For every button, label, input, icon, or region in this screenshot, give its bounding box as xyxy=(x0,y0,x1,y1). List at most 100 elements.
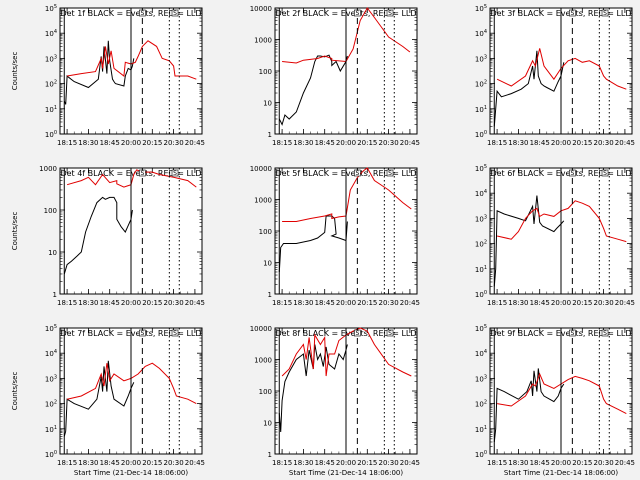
y-tick-label: 10000 xyxy=(250,325,272,333)
panel-5: Det 5f BLACK = Events, RED = LLD11010010… xyxy=(250,165,420,307)
x-tick-label: 18:15 xyxy=(272,459,292,467)
x-tick-label: 20:00 xyxy=(336,139,356,147)
y-tick-label: 10 xyxy=(48,249,57,257)
y-tick-label: 101 xyxy=(45,425,57,434)
x-tick-label: 20:15 xyxy=(357,459,377,467)
y-axis-label: Counts/sec xyxy=(11,212,19,251)
y-tick-label: 10000 xyxy=(250,165,272,173)
y-tick-label: 104 xyxy=(475,29,487,38)
y-tick-label: 105 xyxy=(45,4,57,13)
series-lld-line xyxy=(281,327,412,377)
x-tick-label: 18:30 xyxy=(78,299,98,307)
x-tick-label: 20:30 xyxy=(379,299,399,307)
x-tick-label: 18:15 xyxy=(487,139,507,147)
y-tick-label: 10 xyxy=(263,420,272,428)
saa-marker-label: S xyxy=(173,330,177,337)
x-tick-label: 20:45 xyxy=(400,459,420,467)
x-tick-label: 20:15 xyxy=(142,299,162,307)
saa-marker xyxy=(601,9,609,17)
x-tick-label: 20:15 xyxy=(572,459,592,467)
series-events-line xyxy=(278,54,348,126)
y-tick-label: 10000 xyxy=(250,5,272,13)
y-tick-label: 104 xyxy=(475,189,487,198)
saa-marker-label: S xyxy=(570,10,574,17)
x-tick-label: 20:00 xyxy=(551,299,571,307)
x-tick-label: 20:15 xyxy=(357,139,377,147)
x-tick-label: 20:00 xyxy=(121,459,141,467)
x-tick-label: 20:30 xyxy=(164,459,184,467)
x-tick-label: 20:45 xyxy=(185,139,205,147)
saa-marker-label: S xyxy=(355,170,359,177)
x-tick-label: 20:00 xyxy=(551,459,571,467)
x-tick-label: 20:30 xyxy=(164,299,184,307)
saa-marker-label: S xyxy=(355,330,359,337)
y-tick-label: 104 xyxy=(45,349,57,358)
x-tick-label: 20:15 xyxy=(142,459,162,467)
panel-4: Det 4f BLACK = Events, RED = LLDCounts/s… xyxy=(11,165,205,307)
y-tick-label: 103 xyxy=(45,374,57,383)
x-tick-label: 20:45 xyxy=(615,459,635,467)
panel-7: Det 7f BLACK = Events, RED = LLDCounts/s… xyxy=(11,324,205,477)
x-tick-label: 20:15 xyxy=(142,139,162,147)
x-tick-label: 18:45 xyxy=(530,459,550,467)
series-events-line xyxy=(63,196,133,275)
y-tick-label: 101 xyxy=(45,105,57,114)
y-tick-label: 105 xyxy=(475,324,487,333)
x-tick-label: 20:45 xyxy=(400,139,420,147)
x-tick-label: 20:45 xyxy=(615,139,635,147)
y-tick-label: 100 xyxy=(259,388,272,396)
series-lld-line xyxy=(67,40,197,80)
x-tick-label: 18:45 xyxy=(530,299,550,307)
x-tick-label: 18:30 xyxy=(78,459,98,467)
x-tick-label: 20:15 xyxy=(357,299,377,307)
saa-marker-label: S xyxy=(388,10,392,17)
saa-marker xyxy=(569,9,576,17)
x-tick-label: 18:45 xyxy=(100,139,120,147)
saa-marker-label: S xyxy=(140,330,144,337)
saa-marker-label: S xyxy=(388,170,392,177)
saa-marker xyxy=(354,169,361,177)
y-tick-label: 102 xyxy=(475,240,487,249)
x-tick-label: 20:45 xyxy=(400,299,420,307)
y-tick-label: 1000 xyxy=(254,37,272,45)
saa-marker xyxy=(569,169,576,177)
x-tick-label: 20:45 xyxy=(185,459,205,467)
series-lld-line xyxy=(66,169,197,188)
x-tick-label: 18:15 xyxy=(272,139,292,147)
x-tick-label: 18:15 xyxy=(57,459,77,467)
x-tick-label: 20:15 xyxy=(572,139,592,147)
saa-marker-label: S xyxy=(388,330,392,337)
y-tick-label: 105 xyxy=(475,4,487,13)
y-tick-label: 10 xyxy=(263,260,272,268)
saa-marker xyxy=(386,9,394,17)
y-tick-label: 103 xyxy=(475,214,487,223)
y-tick-label: 1000 xyxy=(39,165,57,173)
y-tick-label: 103 xyxy=(475,54,487,63)
saa-marker xyxy=(601,329,609,337)
y-tick-label: 100 xyxy=(259,228,272,236)
y-tick-label: 102 xyxy=(475,80,487,89)
y-tick-label: 100 xyxy=(475,130,487,139)
saa-marker-label: S xyxy=(355,10,359,17)
x-tick-label: 20:30 xyxy=(594,459,614,467)
x-tick-label: 18:15 xyxy=(57,299,77,307)
x-tick-label: 18:45 xyxy=(315,139,335,147)
x-tick-label: 18:45 xyxy=(100,299,120,307)
y-tick-label: 104 xyxy=(475,349,487,358)
y-tick-label: 100 xyxy=(259,68,272,76)
saa-marker xyxy=(171,169,179,177)
saa-marker xyxy=(354,329,361,337)
x-tick-label: 18:30 xyxy=(508,139,528,147)
x-tick-label: 18:15 xyxy=(272,299,292,307)
y-tick-label: 1000 xyxy=(254,357,272,365)
y-tick-label: 100 xyxy=(44,207,57,215)
y-tick-label: 1 xyxy=(268,451,272,459)
panel-3: Det 3f BLACK = Events, RED = LLD10010110… xyxy=(475,4,635,147)
x-tick-label: 20:30 xyxy=(164,139,184,147)
x-tick-label: 20:45 xyxy=(615,299,635,307)
series-events-line xyxy=(493,368,565,443)
x-tick-label: 18:45 xyxy=(315,459,335,467)
x-tick-label: 18:15 xyxy=(57,139,77,147)
